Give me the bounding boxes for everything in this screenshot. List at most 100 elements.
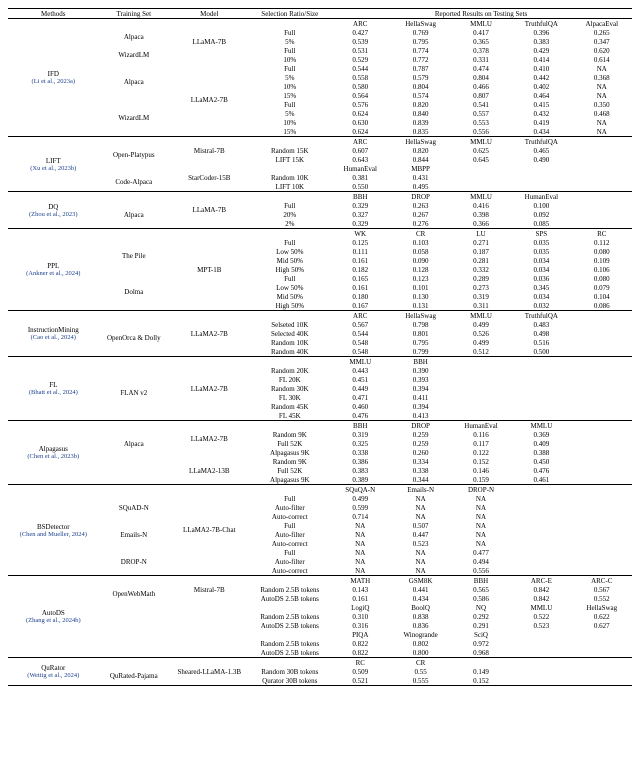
sel-cell: AutoDS 2.5B tokens bbox=[250, 648, 331, 658]
data-row: AlpacaFull0.3290.2630.4160.100 bbox=[8, 201, 632, 210]
result-cell: 0.035 bbox=[511, 238, 571, 247]
result-subhead bbox=[572, 311, 632, 321]
result-cell bbox=[511, 393, 571, 402]
training-cell bbox=[99, 603, 169, 612]
sel-cell: Full bbox=[250, 100, 331, 109]
result-cell: 0.368 bbox=[572, 73, 632, 82]
result-cell: 0.161 bbox=[330, 283, 390, 292]
result-cell bbox=[572, 457, 632, 466]
result-cell: 0.839 bbox=[390, 118, 450, 127]
subhead-row: IFD(Li et al., 2023a)LLaMA-7BARCHellaSwa… bbox=[8, 19, 632, 29]
result-cell: NA bbox=[572, 118, 632, 127]
method-cell: Alpagasus(Chen et al., 2023b) bbox=[8, 421, 99, 485]
result-cell: 0.836 bbox=[390, 621, 450, 630]
result-cell: NA bbox=[330, 539, 390, 548]
result-cell: 0.769 bbox=[390, 28, 450, 37]
result-cell: 0.344 bbox=[390, 475, 450, 485]
result-cell bbox=[572, 411, 632, 421]
result-cell bbox=[511, 503, 571, 512]
result-cell: 0.398 bbox=[451, 210, 511, 219]
result-subhead: BBH bbox=[451, 576, 511, 586]
result-cell bbox=[572, 448, 632, 457]
training-cell bbox=[99, 164, 169, 173]
result-cell: 0.085 bbox=[511, 219, 571, 229]
result-cell: 0.822 bbox=[330, 639, 390, 648]
result-subhead: RC bbox=[330, 658, 390, 668]
training-cell: Alpaca bbox=[99, 28, 169, 46]
result-cell: 0.122 bbox=[451, 448, 511, 457]
result-cell: NA bbox=[390, 566, 450, 576]
result-cell: 0.281 bbox=[451, 256, 511, 265]
result-cell: 0.123 bbox=[390, 274, 450, 283]
result-cell: 0.795 bbox=[390, 37, 450, 46]
result-subhead: NQ bbox=[451, 603, 511, 612]
result-cell: 0.386 bbox=[330, 457, 390, 466]
result-cell bbox=[451, 393, 511, 402]
result-subhead bbox=[572, 630, 632, 639]
sel-cell: Auto-correct bbox=[250, 566, 331, 576]
sel-cell: Auto-correct bbox=[250, 539, 331, 548]
result-cell: 0.431 bbox=[390, 173, 450, 182]
result-cell: NA bbox=[330, 521, 390, 530]
data-row: QuRated-PajamaRandom 30B tokens0.5090.55… bbox=[8, 667, 632, 676]
data-row: Random 2.5B tokens0.3100.8380.2920.5220.… bbox=[8, 612, 632, 621]
result-subhead: HellaSwag bbox=[390, 19, 450, 29]
data-row: DROP-NFullNANA0.477 bbox=[8, 548, 632, 557]
sel-cell: Random 2.5B tokens bbox=[250, 639, 331, 648]
sel-cell: Random 10K bbox=[250, 338, 331, 347]
result-cell bbox=[511, 384, 571, 393]
result-subhead: MATH bbox=[330, 576, 390, 586]
result-cell bbox=[572, 384, 632, 393]
result-cell bbox=[572, 402, 632, 411]
result-cell: 0.036 bbox=[511, 274, 571, 283]
result-cell: 0.273 bbox=[451, 283, 511, 292]
result-subhead: MMLU bbox=[451, 192, 511, 202]
sel-cell bbox=[250, 137, 331, 147]
sel-cell: Auto-filter bbox=[250, 503, 331, 512]
result-cell: 0.332 bbox=[451, 265, 511, 274]
result-cell: 0.416 bbox=[451, 201, 511, 210]
result-cell: NA bbox=[330, 548, 390, 557]
result-cell: 0.565 bbox=[451, 585, 511, 594]
result-cell: 0.413 bbox=[390, 411, 450, 421]
data-row: AlpacaRandom 9K0.3190.2590.1160.369 bbox=[8, 430, 632, 439]
result-subhead: DROP bbox=[390, 192, 450, 202]
subhead-row: PIQAWinograndeSciQ bbox=[8, 630, 632, 639]
sel-cell: Full bbox=[250, 201, 331, 210]
result-subhead: HumanEval bbox=[330, 164, 390, 173]
result-cell: 0.579 bbox=[390, 73, 450, 82]
training-cell bbox=[99, 19, 169, 29]
result-cell: 0.451 bbox=[330, 375, 390, 384]
sel-cell: Mid 50% bbox=[250, 292, 331, 301]
hdr-reported: Reported Results on Testing Sets bbox=[330, 9, 632, 19]
result-cell: 0.350 bbox=[572, 100, 632, 109]
training-cell bbox=[99, 612, 169, 630]
result-cell: 0.106 bbox=[572, 265, 632, 274]
result-subhead: ARC bbox=[330, 19, 390, 29]
result-cell: 0.55 bbox=[390, 667, 450, 676]
result-cell: 0.499 bbox=[330, 494, 390, 503]
training-cell: Emails-N bbox=[99, 521, 169, 548]
result-cell: 0.844 bbox=[390, 155, 450, 164]
sel-cell: FL 30K bbox=[250, 393, 331, 402]
result-cell: 0.100 bbox=[511, 201, 571, 210]
result-cell: NA bbox=[451, 521, 511, 530]
result-cell: 0.394 bbox=[390, 402, 450, 411]
method-cell: LIFT(Xu et al., 2023b) bbox=[8, 137, 99, 192]
sel-cell: 10% bbox=[250, 82, 331, 91]
result-cell: 0.434 bbox=[511, 127, 571, 137]
result-cell: 0.035 bbox=[511, 247, 571, 256]
result-subhead bbox=[511, 164, 571, 173]
result-cell: NA bbox=[451, 539, 511, 548]
result-cell: 0.311 bbox=[451, 301, 511, 311]
result-cell: NA bbox=[572, 91, 632, 100]
training-cell: WizardLM bbox=[99, 100, 169, 137]
result-subhead: HumanEval bbox=[511, 192, 571, 202]
result-cell: 0.104 bbox=[572, 292, 632, 301]
result-cell bbox=[572, 347, 632, 357]
result-cell: 0.464 bbox=[511, 91, 571, 100]
result-cell: NA bbox=[451, 530, 511, 539]
model-cell: Sheared-LLaMA-1.3B bbox=[169, 658, 250, 686]
result-cell: 0.086 bbox=[572, 301, 632, 311]
sel-cell: Random 2.5B tokens bbox=[250, 585, 331, 594]
